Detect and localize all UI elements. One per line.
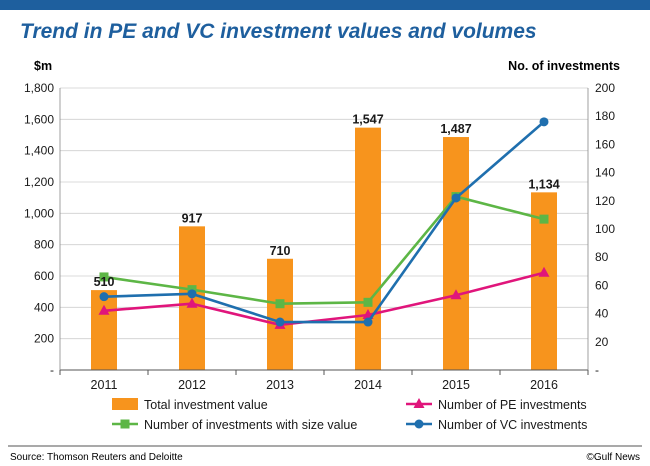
x-tick-label: 2011 [91,378,118,392]
legend-label: Number of VC investments [438,418,587,432]
y2-tick-label: 60 [595,278,609,292]
legend: Total investment value Number of investme… [112,398,587,432]
source-note: Source: Thomson Reuters and Deloitte [10,452,183,463]
y2-tick-label: - [595,363,599,377]
y-tick-label: 1,400 [24,144,54,158]
point-circle-2011 [99,292,109,302]
y2-tick-label: 40 [595,307,609,321]
y-tick-label: 1,200 [24,175,54,189]
legend-item-square: Number of investments with size value [112,418,357,432]
legend-item-undefined: Total investment value [112,398,268,412]
x-tick-label: 2014 [354,378,382,392]
bar-value-label: 1,547 [352,113,383,127]
point-triangle-2015 [450,289,462,300]
chart-title: Trend in PE and VC investment values and… [20,20,537,43]
legend-label: Total investment value [144,398,268,412]
y-axis-label: $m [34,59,52,73]
y-tick-label: 600 [34,269,54,283]
y2-tick-label: 200 [595,81,615,95]
bars [91,127,557,371]
point-circle-2015 [451,193,461,203]
publisher-credit: ©Gulf News [587,452,641,463]
point-square-2016 [539,214,549,224]
bar-value-label: 917 [182,211,203,225]
y2-tick-label: 180 [595,109,615,123]
x-tick-label: 2013 [266,378,294,392]
x-tick-label: 2012 [178,378,206,392]
point-circle-2016 [539,117,549,127]
y-tick-label: 1,800 [24,81,54,95]
y2-axis-label: No. of investments [508,59,620,73]
y2-tick-label: 80 [595,250,609,264]
y2-tick-label: 20 [595,335,609,349]
point-triangle-2016 [538,266,550,277]
bar-value-label: 1,134 [528,177,559,191]
legend-item-triangle: Number of PE investments [406,398,587,412]
bar-value-label: 1,487 [440,122,471,136]
y-tick-label: 800 [34,238,54,252]
series-line-circle [103,120,545,324]
legend-swatch [112,398,138,410]
point-triangle-2012 [186,297,198,308]
axes: - 200 400 600 800 1,000 1,200 1,400 1,600 1,800 - 2… [24,81,615,392]
legend-label: Number of PE investments [438,398,587,412]
point-square-2014 [363,297,373,307]
y-tick-label: 200 [34,332,54,346]
y-tick-label: 1,000 [24,206,54,220]
series-lines [98,117,550,329]
point-circle-2014 [363,317,373,327]
y-tick-label: - [50,363,54,377]
bar-total-investment-2015 [443,137,469,370]
bar-value-label: 710 [270,244,291,258]
x-tick-label: 2016 [530,378,558,392]
y2-tick-label: 140 [595,166,615,180]
bar-total-investment-2014 [355,127,381,371]
point-circle-2012 [187,289,197,299]
series-line-triangle [103,271,545,327]
legend-marker [120,419,130,429]
y-tick-label: 1,600 [24,112,54,126]
gridlines [60,87,588,340]
x-tick-label: 2015 [442,378,470,392]
legend-label: Number of investments with size value [144,418,357,432]
legend-marker [414,419,424,429]
y-tick-label: 400 [34,300,54,314]
point-square-2011 [99,272,109,282]
point-circle-2013 [275,317,285,327]
data-labels: 510 917 710 1,547 1,487 1,134 [94,113,560,289]
top-rule [0,0,650,10]
bar-total-investment-2011 [91,290,117,370]
series-line-square [103,195,545,306]
y2-tick-label: 120 [595,194,615,208]
legend-item-circle: Number of VC investments [406,418,587,432]
legend-marker [413,398,425,408]
y2-tick-label: 160 [595,137,615,151]
point-triangle-2011 [98,304,110,315]
point-square-2013 [275,299,285,309]
bar-value-label: 510 [94,275,115,289]
bar-total-investment-2013 [267,258,293,370]
y2-tick-label: 100 [595,222,615,236]
